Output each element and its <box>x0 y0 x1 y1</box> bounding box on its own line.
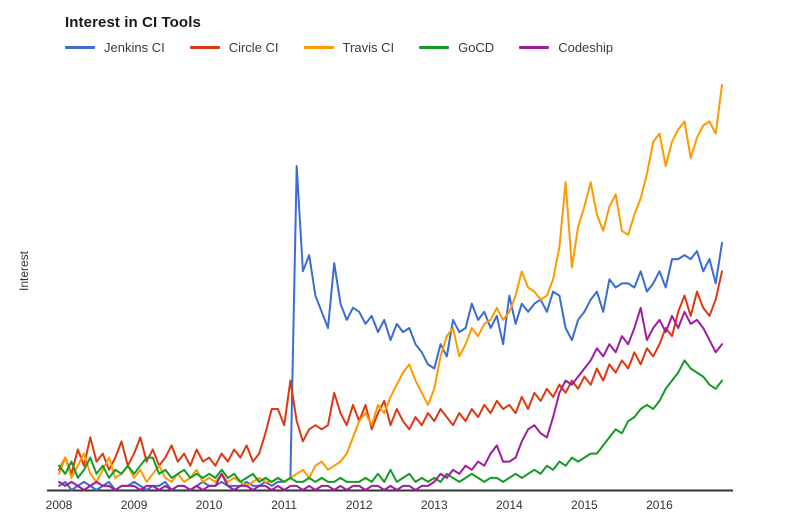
x-tick-label-2008: 2008 <box>46 498 73 512</box>
legend-item-travis-ci: Travis CI <box>303 40 395 55</box>
legend-item-circle-ci: Circle CI <box>189 40 279 55</box>
x-tick-label-2016: 2016 <box>646 498 673 512</box>
legend-item-jenkins-ci: Jenkins CI <box>65 40 165 55</box>
legend-item-codeship: Codeship <box>519 40 613 55</box>
legend-label: Codeship <box>558 40 614 55</box>
series-line-jenkins-ci <box>58 165 723 491</box>
legend-label: Circle CI <box>228 40 279 55</box>
x-tick-label-2013: 2013 <box>421 498 448 512</box>
x-tick-label-2009: 2009 <box>121 498 148 512</box>
legend-swatch-gocd <box>419 46 450 49</box>
x-tick-label-2010: 2010 <box>196 498 223 512</box>
series-line-travis-ci <box>58 84 723 487</box>
chart-title: Interest in CI Tools <box>65 14 201 31</box>
legend-swatch-jenkins-ci <box>65 46 95 49</box>
legend-item-gocd: GoCD <box>419 40 494 55</box>
legend: Jenkins CI Circle CI Travis CI GoCD Codeship <box>65 40 613 55</box>
x-tick-label-2015: 2015 <box>571 498 598 512</box>
legend-swatch-travis-ci <box>303 46 334 49</box>
x-tick-label-2012: 2012 <box>346 498 373 512</box>
series-line-gocd <box>58 359 723 483</box>
series-line-circle-ci <box>58 270 723 475</box>
x-tick-label-2011: 2011 <box>271 498 297 512</box>
legend-label: GoCD <box>458 40 495 55</box>
series-line-codeship <box>58 306 723 491</box>
legend-swatch-circle-ci <box>189 46 220 49</box>
legend-label: Travis CI <box>342 40 395 55</box>
x-tick-label-2014: 2014 <box>496 498 523 512</box>
legend-label: Jenkins CI <box>104 40 165 55</box>
legend-swatch-codeship <box>519 46 550 49</box>
